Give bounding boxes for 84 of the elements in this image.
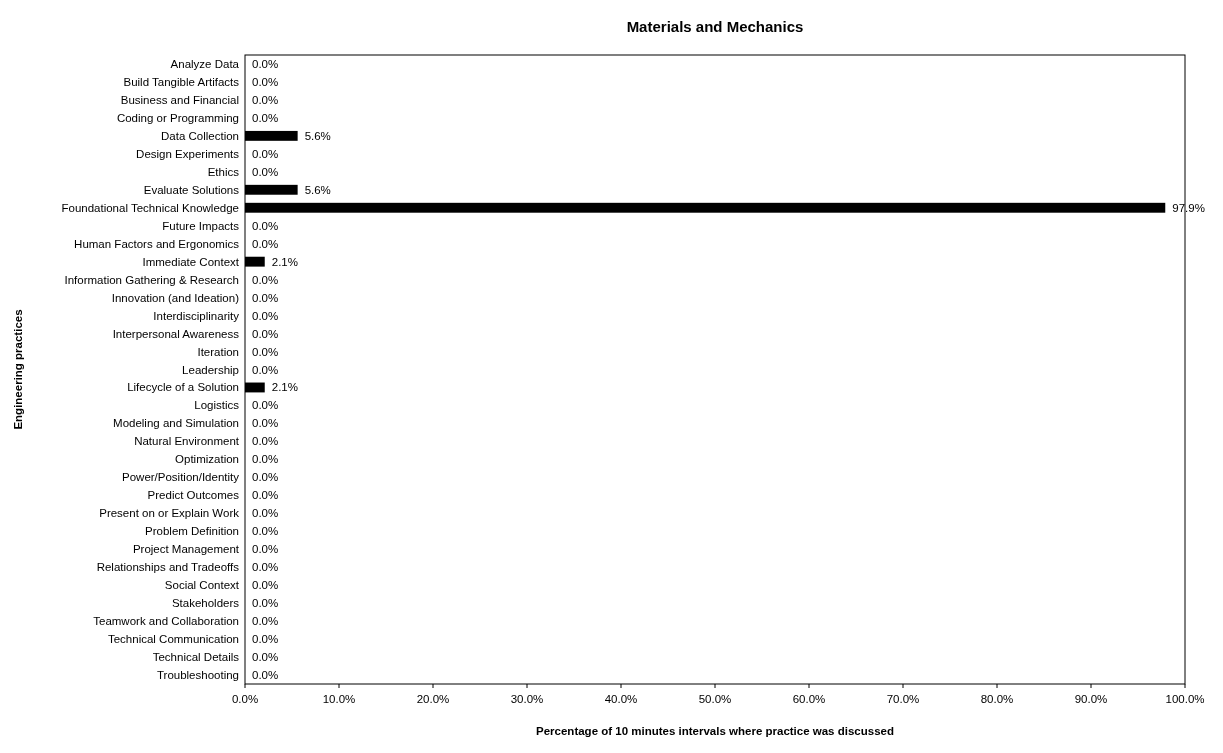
y-tick-label: Technical Communication bbox=[107, 633, 239, 646]
y-tick-label: Technical Details bbox=[152, 651, 240, 664]
data-label: 0.0% bbox=[252, 417, 279, 430]
y-tick-label: Troubleshooting bbox=[156, 669, 239, 682]
data-label: 0.0% bbox=[252, 309, 279, 322]
y-tick-label: Information Gathering & Research bbox=[64, 273, 239, 286]
y-tick-label: Social Context bbox=[164, 579, 240, 592]
data-label: 0.0% bbox=[252, 651, 279, 664]
y-tick-label: Power/Position/Identity bbox=[122, 471, 240, 484]
data-label: 0.0% bbox=[252, 327, 279, 340]
data-label: 0.0% bbox=[252, 453, 279, 466]
y-tick-label: Modeling and Simulation bbox=[113, 417, 239, 430]
y-tick-label: Project Management bbox=[132, 543, 240, 556]
data-label: 0.0% bbox=[252, 147, 279, 160]
data-label: 0.0% bbox=[252, 291, 279, 304]
x-axis-title: Percentage of 10 minutes intervals where practice was discussed bbox=[536, 725, 894, 737]
data-label: 0.0% bbox=[252, 489, 279, 502]
y-tick-label: Iteration bbox=[197, 345, 239, 358]
data-label: 0.0% bbox=[252, 669, 279, 682]
y-tick-label: Teamwork and Collaboration bbox=[93, 615, 239, 628]
x-tick-label: 90.0% bbox=[1074, 693, 1108, 705]
data-label: 0.0% bbox=[252, 543, 279, 556]
y-tick-label: Present on or Explain Work bbox=[99, 507, 240, 520]
data-label: 5.6% bbox=[304, 183, 331, 196]
data-label: 2.1% bbox=[271, 255, 298, 268]
data-label: 5.6% bbox=[304, 129, 331, 142]
y-tick-label: Leadership bbox=[182, 363, 239, 376]
y-tick-label: Stakeholders bbox=[171, 597, 240, 610]
x-tick-label: 0.0% bbox=[231, 693, 259, 705]
y-tick-label: Design Experiments bbox=[136, 147, 240, 160]
data-label: 0.0% bbox=[252, 219, 279, 232]
x-tick-label: 50.0% bbox=[698, 693, 732, 705]
y-tick-label: Analyze Data bbox=[170, 58, 240, 71]
y-tick-label: Interdisciplinarity bbox=[153, 309, 240, 322]
y-tick-label: Evaluate Solutions bbox=[143, 183, 240, 196]
y-tick-label: Business and Financial bbox=[120, 93, 239, 106]
data-label: 0.0% bbox=[252, 58, 279, 71]
chart-title: Materials and Mechanics bbox=[626, 18, 804, 35]
x-tick-label: 100.0% bbox=[1165, 693, 1205, 705]
x-tick-label: 30.0% bbox=[510, 693, 544, 705]
y-tick-label: Future Impacts bbox=[162, 219, 240, 232]
y-tick-label: Human Factors and Ergonomics bbox=[74, 237, 240, 250]
y-tick-label: Interpersonal Awareness bbox=[112, 327, 240, 340]
y-tick-label: Relationships and Tradeoffs bbox=[96, 561, 240, 574]
x-tick-label: 10.0% bbox=[322, 693, 356, 705]
data-label: 0.0% bbox=[252, 507, 279, 520]
data-label: 0.0% bbox=[252, 561, 279, 574]
data-label: 0.0% bbox=[252, 111, 279, 124]
y-tick-label: Coding or Programming bbox=[116, 111, 239, 124]
data-label: 97.9% bbox=[1172, 201, 1205, 214]
y-tick-label: Logistics bbox=[194, 399, 240, 412]
data-label: 0.0% bbox=[252, 615, 279, 628]
y-tick-label: Build Tangible Artifacts bbox=[123, 75, 240, 88]
y-tick-label: Problem Definition bbox=[145, 525, 239, 538]
y-tick-label: Foundational Technical Knowledge bbox=[61, 201, 239, 214]
data-label: 0.0% bbox=[252, 273, 279, 286]
data-label: 0.0% bbox=[252, 597, 279, 610]
x-tick-label: 60.0% bbox=[792, 693, 826, 705]
data-label: 0.0% bbox=[252, 345, 279, 358]
x-tick-label: 70.0% bbox=[886, 693, 920, 705]
y-tick-label: Innovation (and Ideation) bbox=[111, 291, 240, 304]
data-label: 0.0% bbox=[252, 75, 279, 88]
data-label: 0.0% bbox=[252, 579, 279, 592]
data-label: 0.0% bbox=[252, 525, 279, 538]
x-tick-label: 80.0% bbox=[980, 693, 1014, 705]
data-label: 0.0% bbox=[252, 435, 279, 448]
data-label: 0.0% bbox=[252, 93, 279, 106]
y-tick-label: Natural Environment bbox=[134, 435, 240, 448]
y-tick-label: Predict Outcomes bbox=[147, 489, 240, 502]
y-axis-title: Engineering practices bbox=[12, 309, 24, 430]
data-label: 2.1% bbox=[271, 381, 298, 394]
data-label: 0.0% bbox=[252, 363, 279, 376]
x-tick-label: 20.0% bbox=[416, 693, 450, 705]
y-tick-label: Immediate Context bbox=[142, 255, 240, 268]
x-tick-label: 40.0% bbox=[604, 693, 638, 705]
data-label: 0.0% bbox=[252, 399, 279, 412]
y-tick-label: Ethics bbox=[207, 165, 240, 178]
data-label: 0.0% bbox=[252, 165, 279, 178]
data-label: 0.0% bbox=[252, 237, 279, 250]
data-label: 0.0% bbox=[252, 633, 279, 646]
y-tick-label: Lifecycle of a Solution bbox=[127, 381, 239, 394]
data-label: 0.0% bbox=[252, 471, 279, 484]
y-tick-label: Data Collection bbox=[161, 129, 239, 142]
y-tick-label: Optimization bbox=[175, 453, 239, 466]
